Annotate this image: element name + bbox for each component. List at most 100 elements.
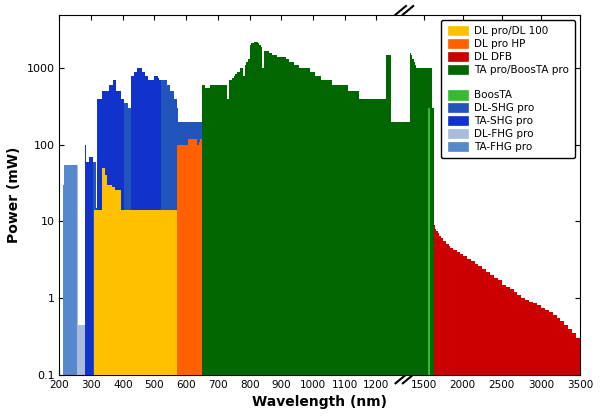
Bar: [402, 122, 403, 416]
Bar: [215, 85, 217, 416]
Bar: [119, 91, 121, 416]
Bar: [291, 62, 292, 416]
Bar: [94, 210, 96, 416]
Bar: [284, 57, 286, 416]
Bar: [70, 165, 72, 416]
Bar: [296, 65, 297, 416]
Bar: [118, 190, 119, 416]
Bar: [217, 152, 218, 416]
Bar: [210, 145, 212, 416]
Bar: [176, 145, 178, 416]
Bar: [334, 131, 335, 416]
Bar: [365, 157, 367, 416]
Bar: [326, 80, 327, 416]
Bar: [94, 162, 96, 416]
Bar: [153, 210, 154, 416]
Bar: [208, 175, 210, 416]
Bar: [102, 168, 104, 416]
Bar: [338, 85, 340, 416]
Bar: [383, 159, 385, 416]
Bar: [229, 80, 230, 416]
Bar: [324, 157, 326, 416]
Bar: [79, 324, 80, 416]
Bar: [193, 122, 194, 416]
Bar: [129, 210, 131, 416]
Bar: [207, 88, 208, 416]
Bar: [378, 159, 380, 416]
Bar: [178, 175, 180, 416]
Bar: [194, 122, 196, 416]
Bar: [310, 72, 311, 416]
Bar: [294, 148, 296, 416]
Bar: [389, 159, 391, 416]
Bar: [313, 145, 314, 416]
Bar: [257, 44, 259, 416]
Bar: [386, 54, 388, 416]
Bar: [124, 103, 126, 416]
Bar: [169, 210, 170, 416]
Bar: [196, 168, 197, 416]
Bar: [331, 80, 332, 416]
Bar: [398, 165, 400, 416]
Bar: [261, 47, 262, 416]
Bar: [256, 42, 257, 416]
Bar: [207, 122, 208, 416]
Bar: [262, 148, 264, 416]
Bar: [348, 91, 349, 416]
Bar: [193, 168, 194, 416]
Bar: [82, 324, 83, 416]
Bar: [142, 72, 143, 416]
Bar: [193, 139, 194, 416]
Y-axis label: Power (mW): Power (mW): [7, 146, 21, 243]
Bar: [180, 145, 181, 416]
Bar: [205, 88, 207, 416]
X-axis label: Wavelength (nm): Wavelength (nm): [252, 395, 387, 409]
Bar: [331, 139, 332, 416]
Bar: [217, 85, 218, 416]
Bar: [251, 44, 253, 416]
Bar: [134, 210, 136, 416]
Bar: [311, 72, 313, 416]
Bar: [183, 145, 185, 416]
Bar: [405, 122, 407, 416]
Bar: [254, 145, 256, 416]
Bar: [220, 85, 221, 416]
Bar: [148, 80, 150, 416]
Bar: [186, 122, 188, 416]
Bar: [126, 103, 128, 416]
Bar: [278, 57, 280, 416]
Bar: [381, 99, 383, 416]
Bar: [388, 159, 389, 416]
Bar: [248, 59, 250, 416]
Bar: [235, 139, 237, 416]
Bar: [376, 99, 378, 416]
Bar: [186, 175, 188, 416]
Bar: [267, 50, 269, 416]
Bar: [101, 210, 102, 416]
Bar: [386, 159, 388, 416]
Bar: [242, 145, 243, 416]
Bar: [230, 129, 232, 416]
Bar: [180, 175, 181, 416]
Bar: [297, 148, 299, 416]
Bar: [128, 210, 129, 416]
Bar: [376, 159, 378, 416]
Bar: [173, 210, 175, 416]
Bar: [272, 54, 274, 416]
Bar: [156, 210, 158, 416]
Bar: [248, 141, 250, 416]
Bar: [299, 148, 301, 416]
Bar: [274, 146, 275, 416]
Bar: [169, 85, 170, 416]
Bar: [307, 68, 308, 416]
Bar: [223, 85, 224, 416]
Bar: [178, 145, 180, 416]
Bar: [348, 145, 349, 416]
Bar: [128, 108, 129, 416]
Bar: [227, 148, 229, 416]
Bar: [69, 165, 70, 416]
Bar: [329, 145, 331, 416]
Bar: [92, 162, 94, 416]
Bar: [307, 141, 308, 416]
Bar: [221, 85, 223, 416]
